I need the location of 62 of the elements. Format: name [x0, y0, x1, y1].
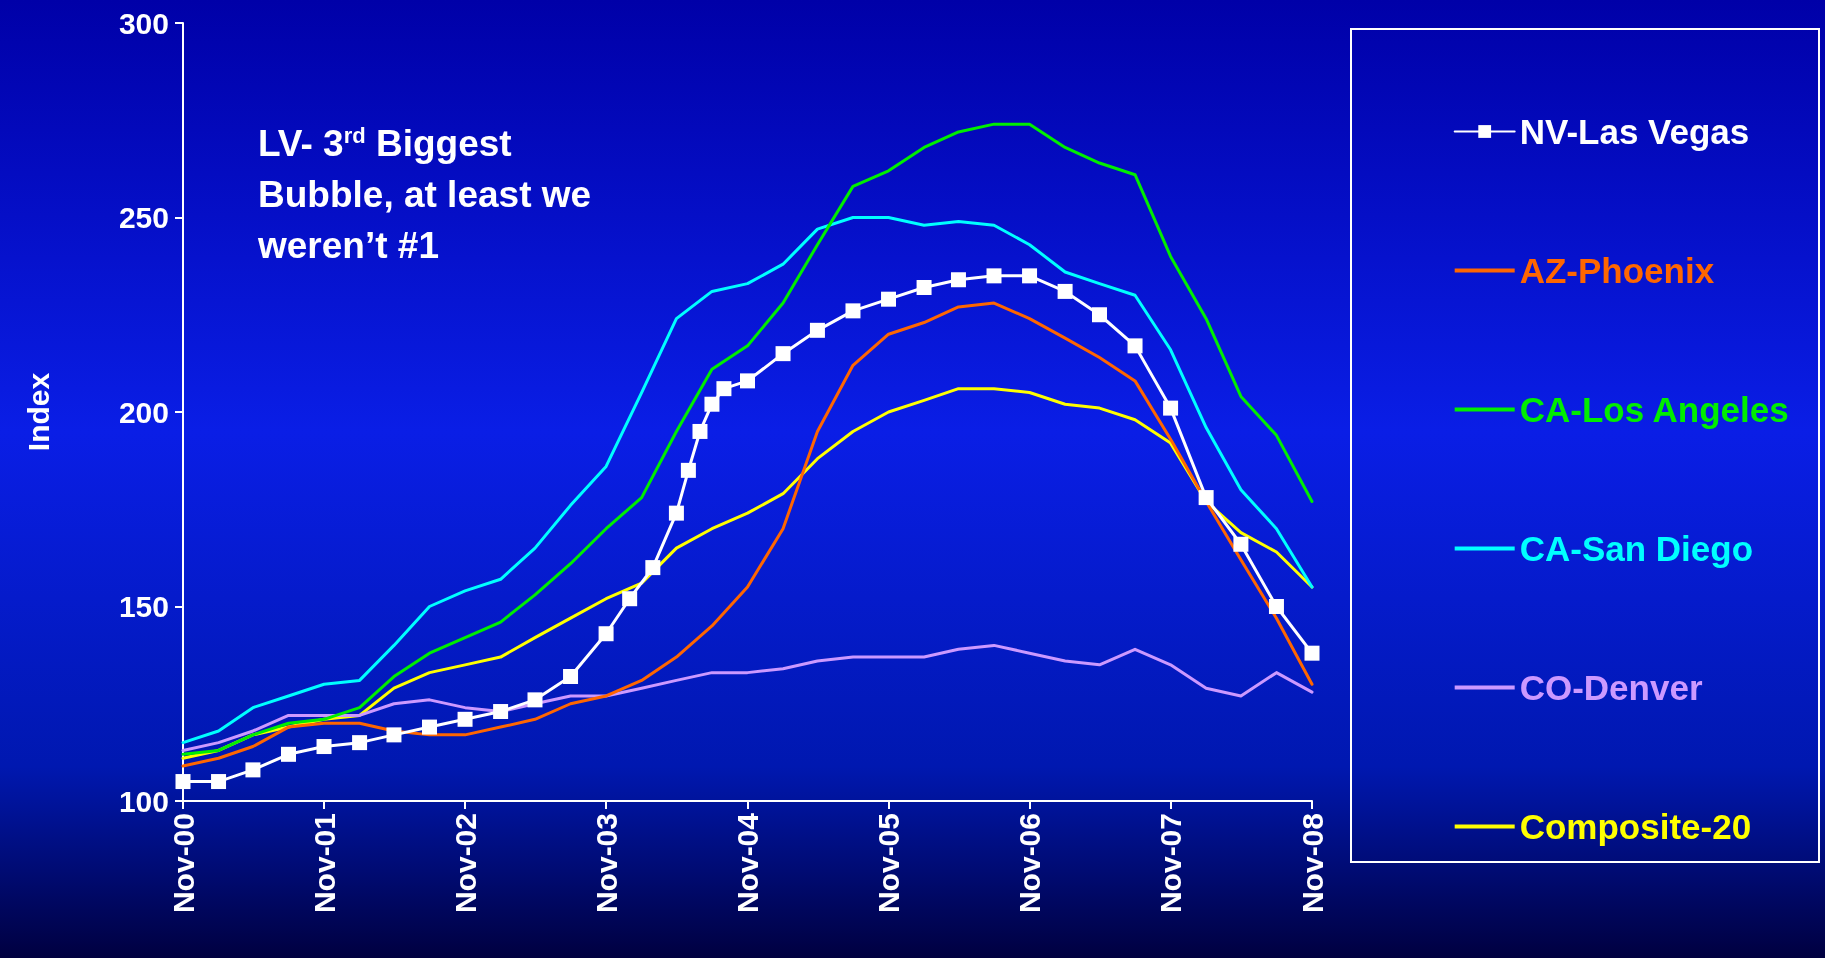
point	[622, 591, 638, 607]
y-tick-label: 150	[118, 590, 169, 623]
point	[598, 626, 614, 642]
line-series	[181, 643, 1314, 752]
point	[775, 346, 791, 362]
y-tick-label: 250	[118, 201, 169, 234]
x-tick-label: Nov-08	[1295, 813, 1329, 914]
point	[457, 711, 473, 727]
point	[1163, 400, 1179, 416]
point	[527, 692, 543, 708]
point	[740, 373, 755, 389]
point	[386, 727, 402, 743]
point	[668, 505, 684, 521]
legend-label: Composite-20	[1519, 807, 1752, 846]
line-series	[181, 216, 1314, 745]
point	[704, 396, 720, 412]
x-tick-label: Nov-05	[872, 813, 906, 914]
y-tick-label: 300	[118, 6, 169, 40]
point	[245, 762, 261, 778]
annotation: LV- 3$^{rd}$ Biggest Bubble, at least we weren’t #1	[258, 122, 593, 269]
x-tick-label: Nov-01	[307, 813, 341, 914]
point	[1198, 490, 1214, 506]
point	[1268, 599, 1284, 614]
x-tick-label: Nov-06	[1013, 813, 1047, 914]
point	[645, 560, 661, 576]
legend-label: CA-Los Angeles	[1519, 390, 1789, 429]
x-tick-label: Nov-00	[166, 813, 200, 914]
point	[352, 735, 368, 751]
point	[692, 423, 708, 439]
point	[1304, 645, 1320, 661]
point	[211, 774, 227, 790]
x-tick-label: Nov-03	[589, 813, 623, 914]
legend-label: CO-Denver	[1519, 668, 1703, 707]
y-tick-label: 100	[118, 784, 169, 818]
legend-label: CA-San Diego	[1519, 529, 1754, 568]
point	[916, 280, 932, 296]
point	[316, 739, 332, 755]
x-tick-label: Nov-02	[448, 813, 482, 914]
line-series	[181, 122, 1314, 756]
point	[950, 272, 966, 288]
point	[986, 268, 1002, 284]
point	[280, 746, 296, 762]
y-axis-title: Index	[21, 372, 55, 452]
point	[563, 669, 579, 685]
point	[680, 462, 696, 478]
point	[845, 303, 861, 319]
legend-label: NV-Las Vegas	[1519, 112, 1750, 151]
x-tick-label: Nov-04	[731, 812, 764, 914]
point	[1022, 268, 1038, 284]
point	[175, 774, 191, 790]
legend-label: AZ-Phoenix	[1519, 251, 1715, 290]
point	[809, 322, 825, 338]
y-tick-label: 200	[118, 395, 169, 429]
point	[881, 291, 897, 307]
point	[422, 719, 438, 735]
point	[1091, 307, 1107, 323]
x-tick-label: Nov-07	[1154, 813, 1188, 914]
point	[1233, 536, 1249, 552]
point	[1057, 283, 1073, 299]
point	[493, 704, 509, 720]
point	[716, 381, 732, 397]
point	[1127, 338, 1143, 354]
